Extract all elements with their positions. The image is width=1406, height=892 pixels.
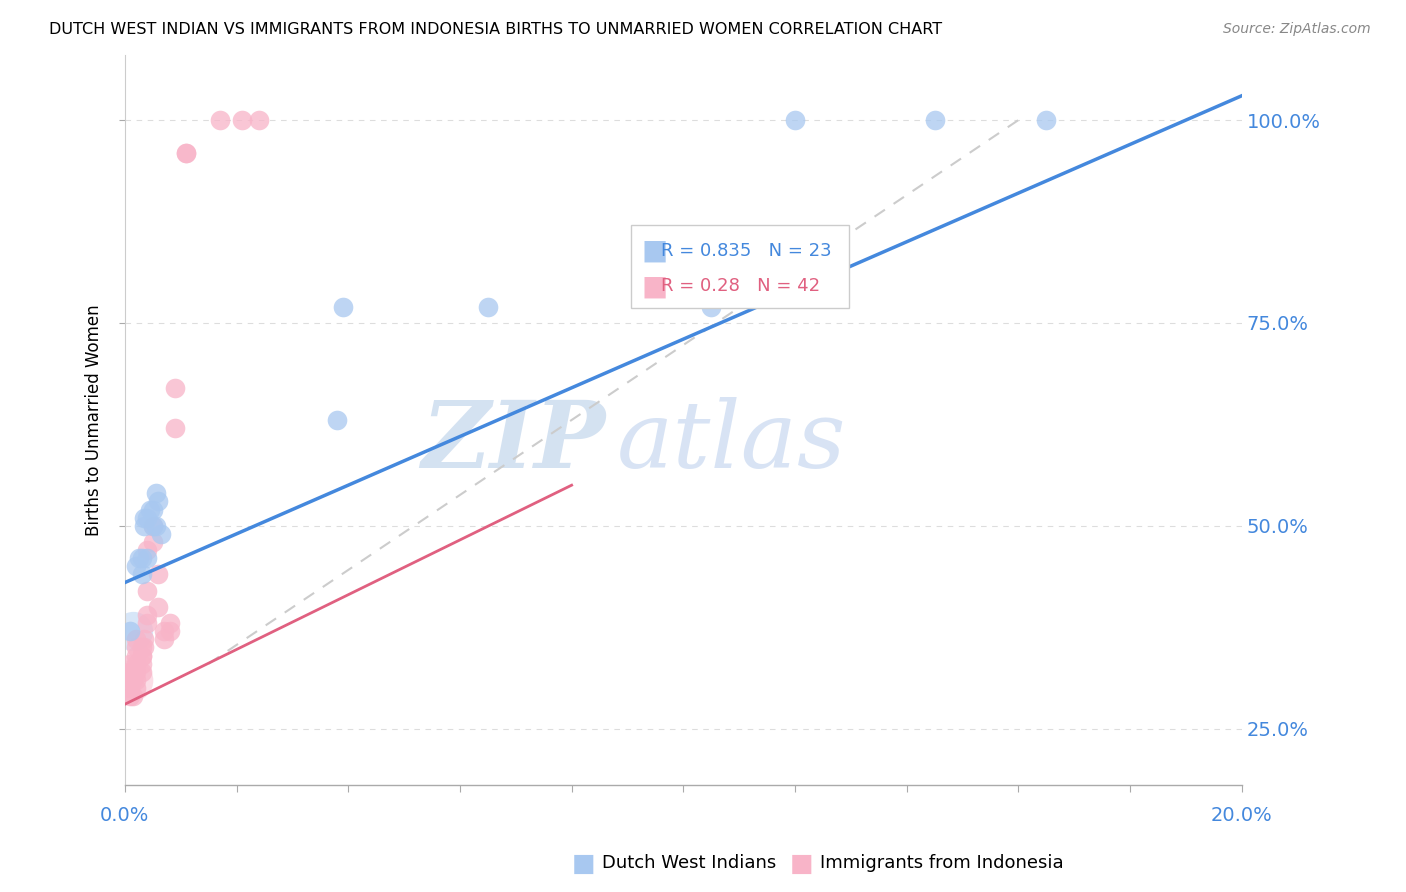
Point xyxy=(159,624,181,639)
Point xyxy=(128,551,150,566)
Point xyxy=(125,648,148,663)
Point xyxy=(139,502,162,516)
Point xyxy=(125,559,148,574)
Point xyxy=(148,599,170,614)
Point xyxy=(174,145,197,160)
Point xyxy=(142,518,165,533)
Point xyxy=(120,673,142,687)
Point xyxy=(145,486,167,500)
Text: Dutch West Indians: Dutch West Indians xyxy=(602,855,776,872)
Point xyxy=(145,518,167,533)
Point xyxy=(125,632,148,647)
Point xyxy=(131,648,153,663)
Point xyxy=(148,567,170,582)
Point xyxy=(142,518,165,533)
Point xyxy=(131,551,153,566)
Text: R = 0.835   N = 23: R = 0.835 N = 23 xyxy=(661,242,832,260)
Text: ■: ■ xyxy=(643,237,668,265)
Point xyxy=(700,300,723,314)
Point xyxy=(131,648,153,663)
Point xyxy=(134,640,156,655)
Point xyxy=(136,616,159,631)
Text: ■: ■ xyxy=(572,852,595,875)
Y-axis label: Births to Unmarried Women: Births to Unmarried Women xyxy=(86,304,103,536)
Point xyxy=(136,583,159,598)
Text: DUTCH WEST INDIAN VS IMMIGRANTS FROM INDONESIA BIRTHS TO UNMARRIED WOMEN CORRELA: DUTCH WEST INDIAN VS IMMIGRANTS FROM IND… xyxy=(49,22,942,37)
Point xyxy=(136,551,159,566)
Text: ■: ■ xyxy=(790,852,813,875)
Point xyxy=(125,665,148,679)
Point xyxy=(136,607,159,622)
Text: 0.0%: 0.0% xyxy=(100,805,149,825)
Point xyxy=(134,632,156,647)
Point xyxy=(131,567,153,582)
Text: R = 0.28   N = 42: R = 0.28 N = 42 xyxy=(661,277,820,295)
Point xyxy=(120,681,142,695)
Text: Source: ZipAtlas.com: Source: ZipAtlas.com xyxy=(1223,22,1371,37)
Point xyxy=(1035,113,1057,128)
Point xyxy=(326,413,349,427)
Point xyxy=(142,535,165,549)
Point xyxy=(125,657,148,671)
Point xyxy=(131,665,153,679)
Point xyxy=(231,113,253,128)
Point xyxy=(165,381,187,395)
Point xyxy=(136,510,159,524)
Point xyxy=(120,624,142,639)
Point xyxy=(121,673,143,687)
Point xyxy=(174,145,197,160)
Point xyxy=(120,665,142,679)
Text: Immigrants from Indonesia: Immigrants from Indonesia xyxy=(820,855,1063,872)
Point xyxy=(120,657,142,671)
Point xyxy=(136,543,159,558)
Point xyxy=(153,624,176,639)
Point xyxy=(165,421,187,435)
Text: ■: ■ xyxy=(643,272,668,301)
Point xyxy=(208,113,231,128)
Point xyxy=(924,113,946,128)
Point xyxy=(159,616,181,631)
Point xyxy=(120,689,142,703)
Point xyxy=(142,502,165,516)
Text: 20.0%: 20.0% xyxy=(1211,805,1272,825)
Point xyxy=(134,510,156,524)
Text: atlas: atlas xyxy=(616,397,846,487)
Point xyxy=(332,300,354,314)
Point xyxy=(131,657,153,671)
Point xyxy=(148,494,170,508)
Text: ZIP: ZIP xyxy=(420,397,605,487)
Point xyxy=(134,518,156,533)
Point xyxy=(125,681,148,695)
Point xyxy=(122,624,145,639)
Point xyxy=(247,113,270,128)
Point xyxy=(120,673,142,687)
Point xyxy=(477,300,499,314)
Point xyxy=(153,632,176,647)
Point xyxy=(125,640,148,655)
Point xyxy=(150,527,173,541)
Point xyxy=(125,673,148,687)
Point xyxy=(122,673,145,687)
Point xyxy=(131,640,153,655)
Point xyxy=(120,665,142,679)
Point xyxy=(783,113,806,128)
Point xyxy=(122,689,145,703)
